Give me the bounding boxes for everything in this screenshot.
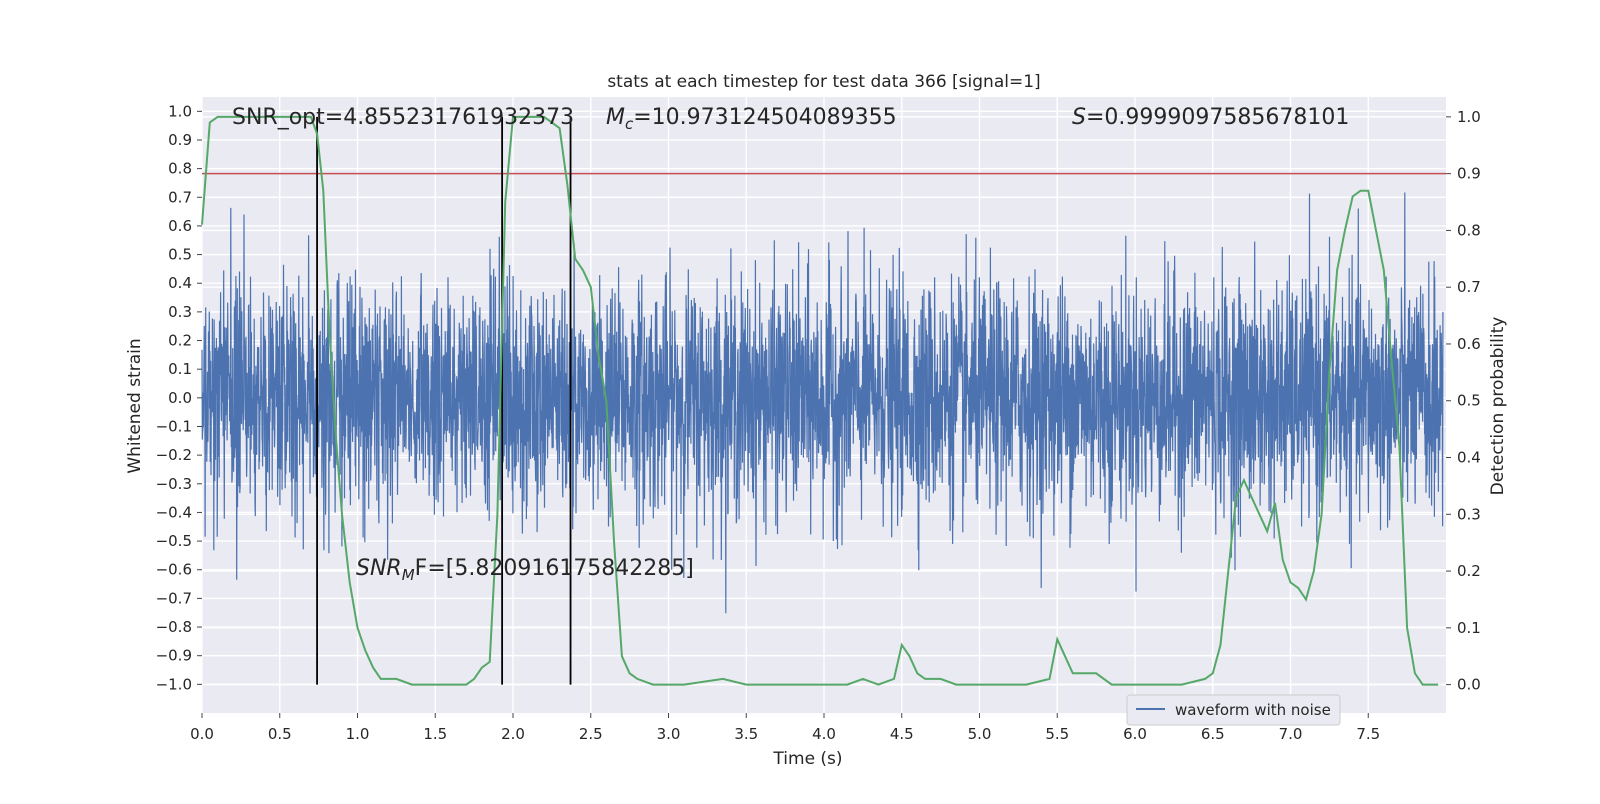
- y-left-tick-label: 0.2: [168, 332, 192, 350]
- y-right-tick-label: 0.4: [1457, 449, 1481, 467]
- x-tick-label: 6.5: [1201, 725, 1225, 743]
- x-tick-label: 6.0: [1123, 725, 1147, 743]
- annotation-chirp-mass-value: =10.973124504089355: [633, 105, 896, 130]
- x-tick-label: 7.5: [1356, 725, 1380, 743]
- y-left-tick-label: −1.0: [156, 675, 192, 693]
- annotation-snr-mf-value: F=[5.820916175842285]: [415, 556, 694, 581]
- y-left-tick-label: −0.2: [156, 446, 192, 464]
- x-axis-label: Time (s): [772, 749, 842, 769]
- y-right-tick-label: 0.5: [1457, 392, 1481, 410]
- detection-probability-line: [201, 115, 1439, 686]
- y-left-tick-label: −0.8: [156, 618, 192, 636]
- y-axis-left-label: Whitened strain: [125, 338, 145, 473]
- y-left-tick-label: 0.4: [168, 274, 192, 292]
- x-tick-label: 0.5: [268, 725, 292, 743]
- legend: waveform with noise: [1126, 694, 1341, 726]
- y-right-tick-label: 0.0: [1457, 676, 1481, 694]
- chart-title: stats at each timestep for test data 366…: [607, 72, 1040, 92]
- y-left-tick-label: 0.6: [168, 217, 192, 235]
- legend-label-waveform: waveform with noise: [1175, 701, 1331, 719]
- y-right-tick-label: 1.0: [1457, 108, 1481, 126]
- x-tick-label: 7.0: [1279, 725, 1303, 743]
- x-tick-label: 4.5: [890, 725, 914, 743]
- y-right-tick-label: 0.1: [1457, 619, 1481, 637]
- annotation-snr-opt: SNR_opt=4.855231761932373: [232, 105, 574, 130]
- y-left-tick-label: −0.3: [156, 475, 192, 493]
- y-axis-right-label: Detection probability: [1488, 317, 1508, 496]
- annotation-snr-mf-symbol: SNR: [356, 556, 402, 581]
- y-left-tick-label: 0.8: [168, 160, 192, 178]
- x-tick-label: 2.0: [501, 725, 525, 743]
- y-left-tick-label: 0.3: [168, 303, 192, 321]
- annotation-s-symbol: S: [1072, 105, 1086, 130]
- y-right-tick-label: 0.9: [1457, 165, 1481, 183]
- y-left-tick-label: 1.0: [168, 102, 192, 120]
- y-left-tick-label: −0.6: [156, 561, 192, 579]
- y-right-tick-label: 0.8: [1457, 221, 1481, 239]
- x-tick-label: 1.0: [346, 725, 370, 743]
- x-tick-label: 3.5: [734, 725, 758, 743]
- annotation-s-value: =0.9999097585678101: [1086, 105, 1349, 130]
- x-tick-label: 1.5: [423, 725, 447, 743]
- y-left-tick-label: −0.1: [156, 417, 192, 435]
- y-right-tick-label: 0.7: [1457, 278, 1481, 296]
- annotation-s: S=0.9999097585678101: [1072, 105, 1349, 130]
- y-left-tick-label: 0.0: [168, 389, 192, 407]
- x-tick-label: 2.5: [579, 725, 603, 743]
- y-left-tick-label: 0.7: [168, 188, 192, 206]
- y-left-tick-label: −0.5: [156, 532, 192, 550]
- y-left-tick-label: 0.1: [168, 360, 192, 378]
- y-right-tick-label: 0.6: [1457, 335, 1481, 353]
- y-left-tick-label: 0.5: [168, 246, 192, 264]
- y-left-tick-label: −0.7: [156, 589, 192, 607]
- x-tick-label: 0.0: [190, 725, 214, 743]
- y-left-tick-label: −0.9: [156, 647, 192, 665]
- annotation-chirp-mass-symbol: M: [606, 105, 625, 130]
- x-tick-label: 4.0: [812, 725, 836, 743]
- annotation-chirp-mass: Mc=10.973124504089355: [606, 105, 897, 133]
- waveform-layer: [201, 192, 1444, 614]
- y-left-tick-label: −0.4: [156, 503, 192, 521]
- y-right-tick-label: 0.2: [1457, 562, 1481, 580]
- annotation-snr-mf-sub: M: [402, 566, 415, 584]
- x-tick-label: 3.0: [657, 725, 681, 743]
- y-left-tick-label: 0.9: [168, 131, 192, 149]
- waveform-line: [201, 192, 1444, 614]
- tick-layer: 0.0 0.5 1.0 1.5 2.0 2.5 3.0 3.5 4.0 4.5 5.0 5.5 6.0 6…: [156, 102, 1481, 743]
- annotation-snr-mf: SNRMF=[5.820916175842285]: [356, 556, 694, 584]
- annotation-chirp-mass-sub: c: [625, 115, 634, 133]
- x-tick-label: 5.5: [1045, 725, 1069, 743]
- y-right-tick-label: 0.3: [1457, 505, 1481, 523]
- legend-box: [1126, 694, 1341, 726]
- overlay-layer: [201, 115, 1446, 686]
- x-tick-label: 5.0: [968, 725, 992, 743]
